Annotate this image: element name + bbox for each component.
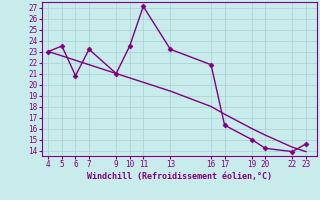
X-axis label: Windchill (Refroidissement éolien,°C): Windchill (Refroidissement éolien,°C): [87, 172, 272, 181]
